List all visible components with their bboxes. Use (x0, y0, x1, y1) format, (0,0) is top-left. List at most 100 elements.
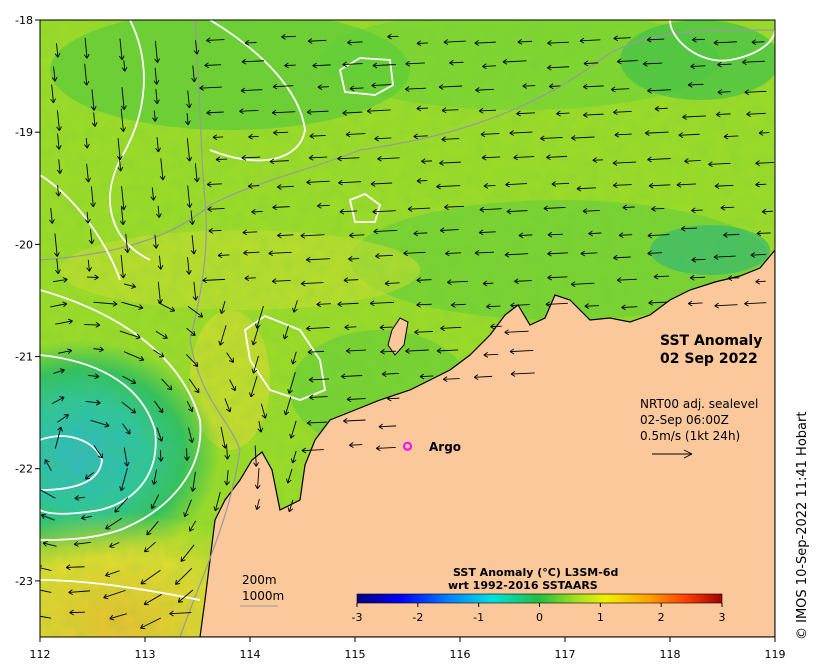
current-arrow (208, 227, 222, 234)
current-arrow (546, 154, 568, 161)
current-arrow (81, 514, 92, 521)
current-arrow (583, 60, 599, 67)
current-arrow (761, 208, 773, 215)
current-arrow (120, 108, 126, 132)
current-arrow (413, 230, 428, 237)
current-arrow (153, 349, 165, 358)
current-arrow (547, 250, 568, 257)
current-arrow (416, 40, 429, 47)
current-arrow (56, 159, 63, 174)
current-arrow (687, 300, 703, 307)
current-arrow (547, 231, 563, 238)
current-arrow (345, 131, 366, 138)
current-arrow (478, 229, 496, 236)
current-arrow (150, 494, 160, 510)
current-arrow (69, 609, 85, 616)
current-arrow (687, 81, 704, 88)
current-arrow (301, 447, 324, 454)
current-arrow (42, 541, 57, 547)
current-arrow (188, 378, 200, 394)
current-arrow (54, 43, 61, 58)
x-tick-label: 112 (30, 648, 51, 661)
current-arrow (157, 281, 163, 304)
current-arrow (613, 35, 631, 42)
current-arrow (647, 250, 663, 257)
current-arrow (243, 249, 260, 256)
current-arrow (514, 278, 532, 285)
current-arrow (343, 418, 366, 424)
current-arrow (50, 84, 56, 104)
current-arrow (510, 371, 535, 377)
current-arrow (375, 445, 396, 452)
current-arrow (653, 273, 670, 280)
current-arrow (212, 134, 224, 141)
current-arrow (690, 63, 706, 70)
current-arrow (447, 279, 468, 286)
current-arrow (421, 158, 433, 165)
y-tick-label: -23 (15, 575, 33, 588)
current-arrow (51, 396, 65, 405)
current-arrow (756, 230, 771, 237)
current-arrow (316, 301, 331, 308)
current-arrow (224, 470, 230, 486)
current-arrow (547, 40, 569, 46)
current-arrow (121, 401, 137, 414)
current-arrow (414, 329, 433, 336)
current-arrow (105, 517, 123, 530)
current-arrow (387, 33, 399, 40)
current-arrow (156, 427, 164, 442)
current-arrow (248, 133, 259, 140)
current-arrow (378, 423, 397, 430)
current-arrow (53, 368, 65, 374)
current-arrow (547, 64, 570, 71)
current-arrow (758, 130, 770, 136)
current-arrow (610, 86, 630, 93)
current-arrow (407, 206, 431, 212)
current-arrow (122, 375, 137, 385)
current-arrow (339, 208, 358, 215)
current-arrow (372, 208, 396, 215)
current-arrow (755, 181, 767, 188)
current-arrow (193, 163, 200, 183)
current-arrow (442, 376, 460, 383)
current-arrow (121, 301, 144, 310)
current-arrow (548, 83, 561, 90)
current-arrow (229, 379, 237, 392)
current-arrow (616, 277, 637, 283)
current-arrow (307, 38, 327, 44)
current-arrow (55, 318, 73, 325)
current-arrow (189, 210, 195, 225)
current-arrow (87, 274, 99, 281)
current-arrow (253, 445, 259, 467)
current-arrow (251, 325, 260, 346)
current-arrow (504, 251, 529, 258)
x-tick-label: 114 (240, 648, 261, 661)
current-arrow (342, 110, 363, 116)
current-arrow (416, 301, 432, 308)
current-arrow (441, 107, 459, 114)
current-arrow (379, 324, 393, 331)
current-arrow (381, 371, 399, 377)
current-arrow (177, 589, 194, 603)
current-arrow (118, 38, 125, 61)
current-arrow (152, 110, 158, 122)
current-arrow (478, 107, 497, 114)
current-arrow (651, 205, 665, 212)
current-arrow (122, 423, 131, 435)
current-arrow (207, 206, 225, 213)
current-arrow (213, 491, 221, 512)
current-arrow (51, 66, 58, 82)
current-arrow (751, 39, 765, 46)
current-arrow (349, 85, 364, 92)
current-arrow (254, 468, 261, 490)
current-arrow (744, 89, 767, 96)
current-arrow (440, 325, 462, 332)
current-arrow (74, 495, 85, 501)
current-arrow (269, 158, 289, 165)
current-arrow (403, 250, 426, 257)
current-arrow (284, 62, 296, 69)
current-arrow (219, 300, 226, 315)
current-arrow (439, 227, 459, 234)
current-arrow (287, 372, 296, 394)
current-arrow (490, 323, 502, 330)
